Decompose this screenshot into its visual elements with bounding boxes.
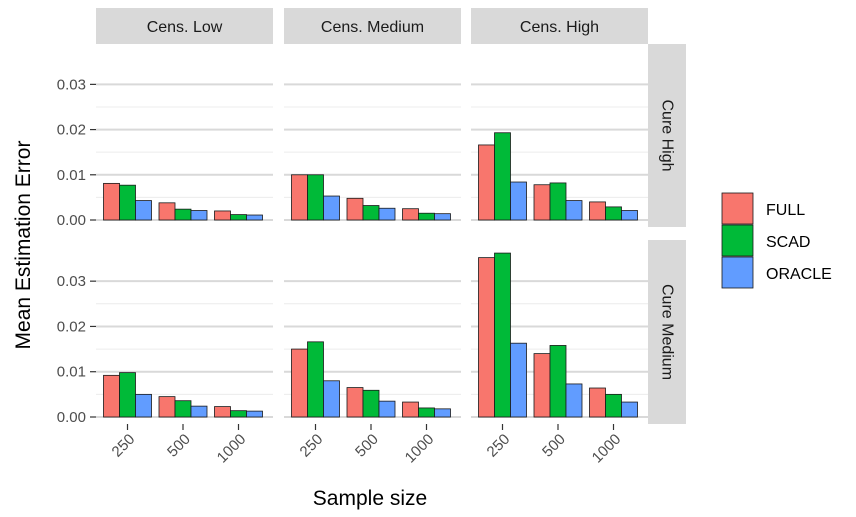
strip-top-bg [471, 8, 648, 44]
y-tick-label: 0.02 [57, 318, 86, 335]
bar-full [478, 144, 495, 221]
bar-full [291, 348, 308, 418]
strip-right-label: Cure High [659, 99, 676, 171]
x-tick-label: 250 [109, 431, 139, 461]
bar-scad [494, 132, 511, 221]
bar-scad [549, 345, 567, 418]
bar-oracle [621, 401, 638, 418]
y-tick-label: 0.00 [57, 409, 86, 426]
bar-oracle [510, 342, 527, 418]
legend-swatch-oracle [721, 256, 754, 289]
legend-swatch-scad [721, 224, 754, 257]
bar-oracle [434, 213, 451, 221]
legend-label-scad: SCAD [766, 234, 810, 251]
y-tick-label: 0.00 [57, 212, 86, 229]
bar-oracle [190, 405, 208, 418]
x-tick-label: 500 [352, 431, 382, 461]
bar-oracle [621, 210, 638, 221]
bar-scad [494, 252, 511, 418]
bar-oracle [510, 181, 527, 221]
bar-scad [549, 182, 567, 221]
strip-top-label: Cens. Medium [321, 19, 424, 36]
y-tick-label: 0.03 [57, 273, 86, 290]
x-tick-label: 500 [539, 431, 569, 461]
strip-top-bg [284, 8, 461, 44]
bar-oracle [246, 214, 263, 221]
bar-oracle [434, 408, 451, 418]
bar-scad [230, 214, 247, 221]
bar-scad [418, 407, 435, 418]
bar-full [589, 387, 606, 418]
x-tick-label: 500 [164, 431, 194, 461]
strip-right-label: Cure Medium [659, 284, 676, 380]
bar-scad [605, 206, 622, 221]
bar-full [402, 401, 419, 418]
x-tick-label: 250 [484, 431, 514, 461]
facet-strips: Cens. Low Cens. Medium Cens. High Cure High… [96, 8, 686, 424]
legend: FULL SCAD ORACLE [721, 192, 832, 289]
bar-full [533, 353, 551, 418]
strip-top-label: Cens. High [520, 19, 599, 36]
x-tick-label: 1000 [214, 431, 250, 467]
strip-top-bg [96, 8, 273, 44]
bar-full [103, 182, 120, 221]
x-tick-label: 1000 [402, 431, 438, 467]
panels [96, 83, 648, 418]
legend-label-full: FULL [766, 202, 805, 219]
y-tick-label: 0.02 [57, 122, 86, 139]
bar-full [214, 406, 231, 418]
bar-scad [418, 212, 435, 221]
strip-right-bg [648, 44, 686, 227]
bar-oracle [323, 380, 340, 418]
bar-oracle [378, 207, 396, 221]
bar-full [589, 201, 606, 221]
y-tick-label: 0.03 [57, 76, 86, 93]
strip-right-bg [648, 240, 686, 424]
x-tick-label: 250 [297, 431, 327, 461]
bar-oracle [378, 400, 396, 418]
bar-full [346, 197, 364, 221]
bar-full [158, 202, 176, 221]
bar-oracle [190, 210, 208, 221]
x-axis-title: Sample size [313, 487, 427, 510]
bar-scad [119, 184, 136, 221]
bar-oracle [565, 200, 583, 221]
legend-label-oracle: ORACLE [766, 266, 832, 283]
legend-swatch-full [721, 192, 754, 225]
bar-full [346, 387, 364, 418]
bar-full [478, 257, 495, 418]
bar-scad [362, 205, 380, 221]
y-tick-label: 0.01 [57, 167, 86, 184]
bar-oracle [565, 383, 583, 418]
bar-scad [307, 341, 324, 418]
bar-full [402, 208, 419, 221]
bar-oracle [323, 195, 340, 221]
bar-oracle [135, 393, 152, 418]
bar-full [214, 210, 231, 221]
bar-scad [119, 372, 136, 418]
bar-oracle [246, 410, 263, 418]
x-tick-label: 1000 [589, 431, 625, 467]
bar-scad [307, 174, 324, 221]
strip-top-label: Cens. Low [147, 19, 223, 36]
bar-full [158, 396, 176, 418]
bar-scad [605, 393, 622, 418]
y-tick-label: 0.01 [57, 364, 86, 381]
bar-full [103, 374, 120, 418]
bar-scad [174, 208, 192, 221]
bar-scad [230, 410, 247, 418]
bar-full [291, 174, 308, 221]
bar-full [533, 184, 551, 221]
bar-oracle [135, 200, 152, 221]
bar-scad [174, 400, 192, 418]
y-axis-title: Mean Estimation Error [12, 141, 35, 350]
bar-scad [362, 389, 380, 418]
